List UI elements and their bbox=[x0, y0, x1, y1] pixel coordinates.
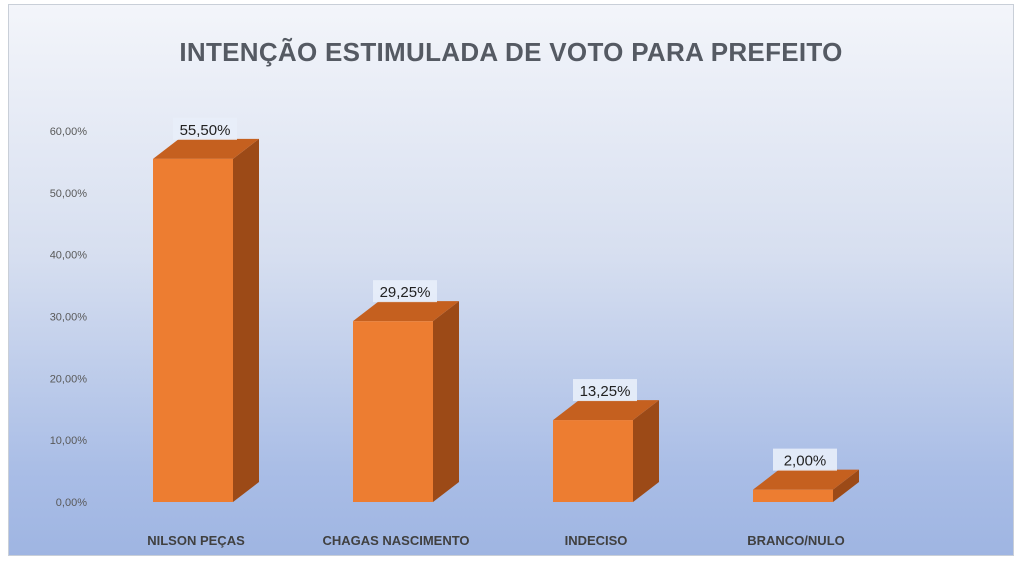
bar-side bbox=[233, 138, 259, 502]
bar-side bbox=[833, 469, 859, 502]
y-tick-label: 60,00% bbox=[50, 126, 88, 138]
bar-group bbox=[353, 301, 459, 502]
data-label-box bbox=[173, 117, 237, 140]
y-tick-label: 0,00% bbox=[56, 497, 87, 509]
data-label: 2,00% bbox=[784, 453, 827, 470]
data-label: 29,25% bbox=[380, 284, 431, 301]
chart-title: INTENÇÃO ESTIMULADA DE VOTO PARA PREFEIT… bbox=[179, 37, 843, 67]
bar-side bbox=[633, 400, 659, 502]
y-tick-label: 40,00% bbox=[50, 250, 88, 262]
bar bbox=[153, 158, 233, 502]
data-label-box bbox=[373, 280, 437, 303]
data-label-box bbox=[573, 379, 637, 402]
chart-frame: INTENÇÃO ESTIMULADA DE VOTO PARA PREFEIT… bbox=[8, 4, 1014, 556]
bar-side bbox=[433, 301, 459, 502]
category-label: INDECISO bbox=[565, 533, 628, 548]
category-label: BRANCO/NULO bbox=[747, 533, 845, 548]
bar bbox=[353, 321, 433, 502]
bar-group bbox=[553, 400, 659, 502]
bar-group bbox=[753, 469, 859, 502]
bar-top bbox=[153, 138, 259, 159]
bar-top bbox=[353, 301, 459, 322]
chart-plot: 0,00% 10,00% 20,00% 30,00% 40,00% 50,00% 60,00… bbox=[50, 117, 859, 548]
bar bbox=[553, 420, 633, 502]
y-tick-label: 10,00% bbox=[50, 435, 88, 447]
bar-top bbox=[753, 469, 859, 490]
category-label: NILSON PEÇAS bbox=[147, 533, 245, 548]
bar-group bbox=[153, 138, 259, 502]
y-tick-label: 20,00% bbox=[50, 373, 88, 385]
data-label: 55,50% bbox=[180, 122, 231, 139]
y-tick-label: 30,00% bbox=[50, 312, 88, 324]
category-label: CHAGAS NASCIMENTO bbox=[322, 533, 469, 548]
bar-top bbox=[553, 400, 659, 421]
data-label: 13,25% bbox=[580, 383, 631, 400]
y-tick-label: 50,00% bbox=[50, 188, 88, 200]
data-label-box bbox=[773, 448, 837, 471]
bar bbox=[753, 489, 833, 502]
